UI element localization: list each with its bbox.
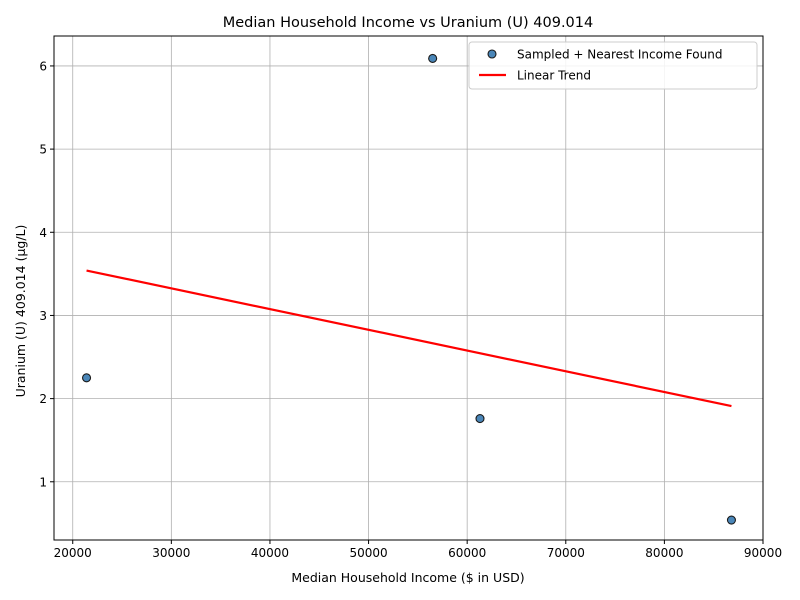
x-tick-label: 30000: [152, 546, 190, 560]
y-tick-label: 6: [39, 59, 47, 73]
y-tick-label: 3: [39, 309, 47, 323]
x-tick-label: 50000: [349, 546, 387, 560]
legend-label: Linear Trend: [517, 69, 591, 83]
trend-line: [86, 269, 732, 408]
data-point: [726, 515, 736, 525]
x-axis-label: Median Household Income ($ in USD): [291, 570, 524, 585]
data-point: [81, 373, 92, 383]
trend-line-layer: [86, 269, 732, 408]
data-point: [475, 414, 485, 424]
data-points-layer: [81, 53, 736, 525]
x-axis-ticks: 20000 30000 40000 50000 60000 70000 80000 90000: [54, 540, 782, 560]
y-axis-ticks: 1 2 3 4 5 6: [39, 59, 54, 489]
x-tick-label: 70000: [547, 546, 585, 560]
y-tick-label: 4: [39, 226, 47, 240]
legend-label: Sampled + Nearest Income Found: [517, 48, 722, 62]
chart-title: Median Household Income vs Uranium (U) 4…: [223, 15, 594, 31]
grid-lines: [54, 36, 764, 540]
x-tick-label: 90000: [744, 546, 782, 560]
legend-marker-swatch: [487, 49, 497, 59]
x-tick-label: 20000: [54, 546, 92, 560]
y-tick-label: 1: [39, 475, 47, 489]
x-tick-label: 80000: [645, 546, 683, 560]
plot-frame: [53, 35, 764, 541]
data-point: [428, 53, 438, 64]
legend: Sampled + Nearest Income Found Linear Tre…: [468, 41, 758, 90]
y-tick-label: 2: [39, 392, 47, 406]
y-axis-label: Uranium (U) 409.014 (µg/L): [13, 225, 28, 398]
legend-box: [468, 41, 758, 90]
x-tick-label: 60000: [448, 546, 486, 560]
y-tick-label: 5: [39, 143, 47, 157]
x-tick-label: 40000: [251, 546, 289, 560]
